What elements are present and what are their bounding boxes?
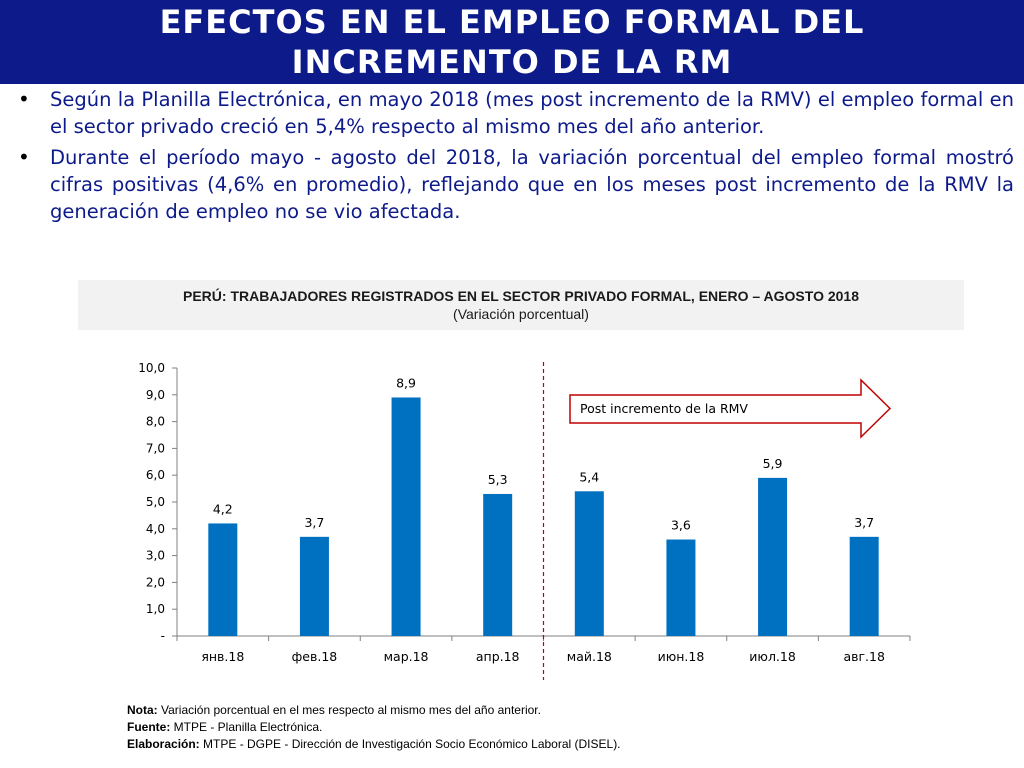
bar-value-label: 5,4	[579, 469, 599, 484]
elaboration-text: MTPE - DGPE - Dirección de Investigación…	[199, 737, 621, 751]
bar-value-label: 5,3	[488, 472, 508, 487]
bullet-dot-icon: •	[18, 145, 30, 169]
bullet-dot-icon: •	[18, 87, 30, 111]
x-tick-label: янв.18	[201, 649, 244, 664]
elaboration-line: Elaboración: MTPE - DGPE - Dirección de …	[127, 736, 1007, 753]
x-tick-label: июн.18	[658, 649, 705, 664]
source-label: Fuente:	[127, 720, 171, 734]
bullet-text: Durante el período mayo - agosto del 201…	[50, 146, 1014, 223]
bar-value-label: 3,7	[304, 515, 324, 530]
bar-value-label: 4,2	[213, 501, 233, 516]
x-tick-label: авг.18	[843, 649, 885, 664]
note-label: Nota:	[127, 703, 158, 717]
chart-title: PERÚ: TRABAJADORES REGISTRADOS EN EL SEC…	[183, 288, 859, 304]
bar	[574, 491, 604, 636]
page-title-line-2: INCREMENTO DE LA RM	[291, 43, 733, 81]
y-tick-label: 6,0	[146, 468, 165, 482]
note-line: Nota: Variación porcentual en el mes res…	[127, 702, 1007, 719]
bar	[391, 397, 421, 636]
x-tick-label: апр.18	[476, 649, 520, 664]
x-tick-label: фев.18	[292, 649, 338, 664]
y-tick-label: 2,0	[146, 575, 165, 589]
x-tick-label: июл.18	[749, 649, 796, 664]
bar-chart: - 1,0 2,0 3,0 4,0 5,0 6,0 7,0 8,0 9,0 10,0 4,2 янв.1…	[138, 361, 911, 680]
bar	[666, 539, 696, 636]
elaboration-label: Elaboración:	[127, 737, 200, 751]
bar-value-label: 8,9	[396, 375, 416, 390]
chart-header: PERÚ: TRABAJADORES REGISTRADOS EN EL SEC…	[78, 280, 964, 330]
bar	[849, 536, 879, 636]
bar	[208, 523, 238, 636]
bar-value-label: 3,7	[854, 515, 874, 530]
y-tick-label: 1,0	[146, 602, 165, 616]
y-tick-label: 5,0	[146, 495, 165, 509]
bar	[483, 493, 513, 636]
y-tick-label: 9,0	[146, 388, 165, 402]
note-text: Variación porcentual en el mes respecto …	[157, 703, 541, 717]
bar-value-label: 3,6	[671, 518, 691, 533]
y-tick-label: 4,0	[146, 522, 165, 536]
annotation-label: Post incremento de la RMV	[580, 401, 748, 416]
bar	[758, 477, 788, 636]
y-tick-label: 8,0	[146, 415, 165, 429]
y-tick-label: -	[161, 629, 165, 643]
page-title: EFECTOS EN EL EMPLEO FORMAL DEL INCREMEN…	[0, 0, 1024, 84]
bullet-text: Según la Planilla Electrónica, en mayo 2…	[50, 88, 1014, 138]
bullet-list: • Según la Planilla Electrónica, en mayo…	[18, 86, 1014, 229]
bar-value-label: 5,9	[763, 456, 783, 471]
x-tick-label: мар.18	[384, 649, 429, 664]
bullet-item: • Durante el período mayo - agosto del 2…	[18, 144, 1014, 225]
chart-notes: Nota: Variación porcentual en el mes res…	[127, 702, 1007, 753]
y-tick-label: 10,0	[138, 361, 165, 375]
bullet-item: • Según la Planilla Electrónica, en mayo…	[18, 86, 1014, 140]
annotation-arrow-icon	[569, 378, 892, 439]
source-text: MTPE - Planilla Electrónica.	[170, 720, 323, 734]
chart-subtitle: (Variación porcentual)	[453, 306, 589, 322]
x-tick-label: май.18	[567, 649, 612, 664]
page-title-line-1: EFECTOS EN EL EMPLEO FORMAL DEL	[159, 3, 865, 41]
bar	[299, 536, 329, 636]
y-tick-label: 3,0	[146, 549, 165, 563]
y-tick-label: 7,0	[146, 441, 165, 455]
source-line: Fuente: MTPE - Planilla Electrónica.	[127, 719, 1007, 736]
